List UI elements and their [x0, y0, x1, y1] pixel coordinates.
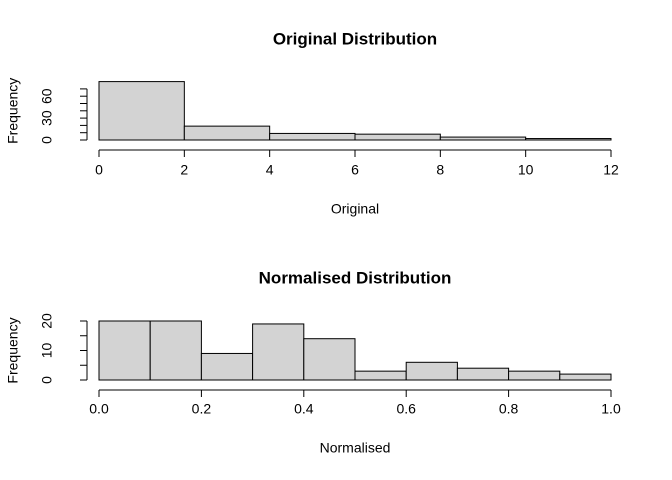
x-tick-label: 6	[351, 162, 359, 178]
chart-title: Original Distribution	[273, 29, 437, 48]
x-tick-label: 12	[603, 162, 619, 178]
x-tick-label: 0.2	[192, 401, 212, 417]
y-axis-label: Frequency	[5, 78, 21, 144]
x-axis-label: Original	[331, 201, 379, 217]
x-tick-label: 2	[180, 162, 188, 178]
y-tick-label: 60	[39, 88, 55, 104]
bar	[252, 323, 305, 381]
x-tick-label: 0	[95, 162, 103, 178]
y-tick-label: 0	[39, 136, 55, 144]
bar	[354, 133, 441, 141]
x-tick-label: 0.8	[499, 401, 519, 417]
x-tick-label: 0.0	[89, 401, 109, 417]
bar	[303, 338, 356, 381]
x-tick-label: 1.0	[601, 401, 621, 417]
bar	[508, 370, 561, 381]
y-tick-label: 10	[39, 343, 55, 359]
bar	[405, 361, 458, 381]
bar	[269, 132, 356, 141]
y-tick-label: 0	[39, 376, 55, 384]
bar	[456, 367, 510, 381]
chart-title: Normalised Distribution	[259, 268, 452, 287]
y-axis-label: Frequency	[5, 317, 21, 383]
x-tick-label: 4	[266, 162, 274, 178]
bar	[559, 373, 612, 381]
y-tick-label: 20	[39, 313, 55, 329]
x-tick-label: 8	[436, 162, 444, 178]
x-axis-label: Normalised	[320, 440, 391, 456]
bar	[98, 320, 151, 381]
x-tick-label: 10	[518, 162, 534, 178]
bar	[354, 370, 407, 381]
bar	[439, 136, 527, 141]
bar	[183, 125, 271, 141]
x-tick-label: 0.4	[294, 401, 314, 417]
bar	[149, 320, 202, 381]
y-tick-label: 30	[39, 110, 55, 126]
bar	[200, 352, 254, 381]
bar	[525, 138, 612, 141]
x-tick-label: 0.6	[396, 401, 416, 417]
bar	[98, 81, 185, 141]
